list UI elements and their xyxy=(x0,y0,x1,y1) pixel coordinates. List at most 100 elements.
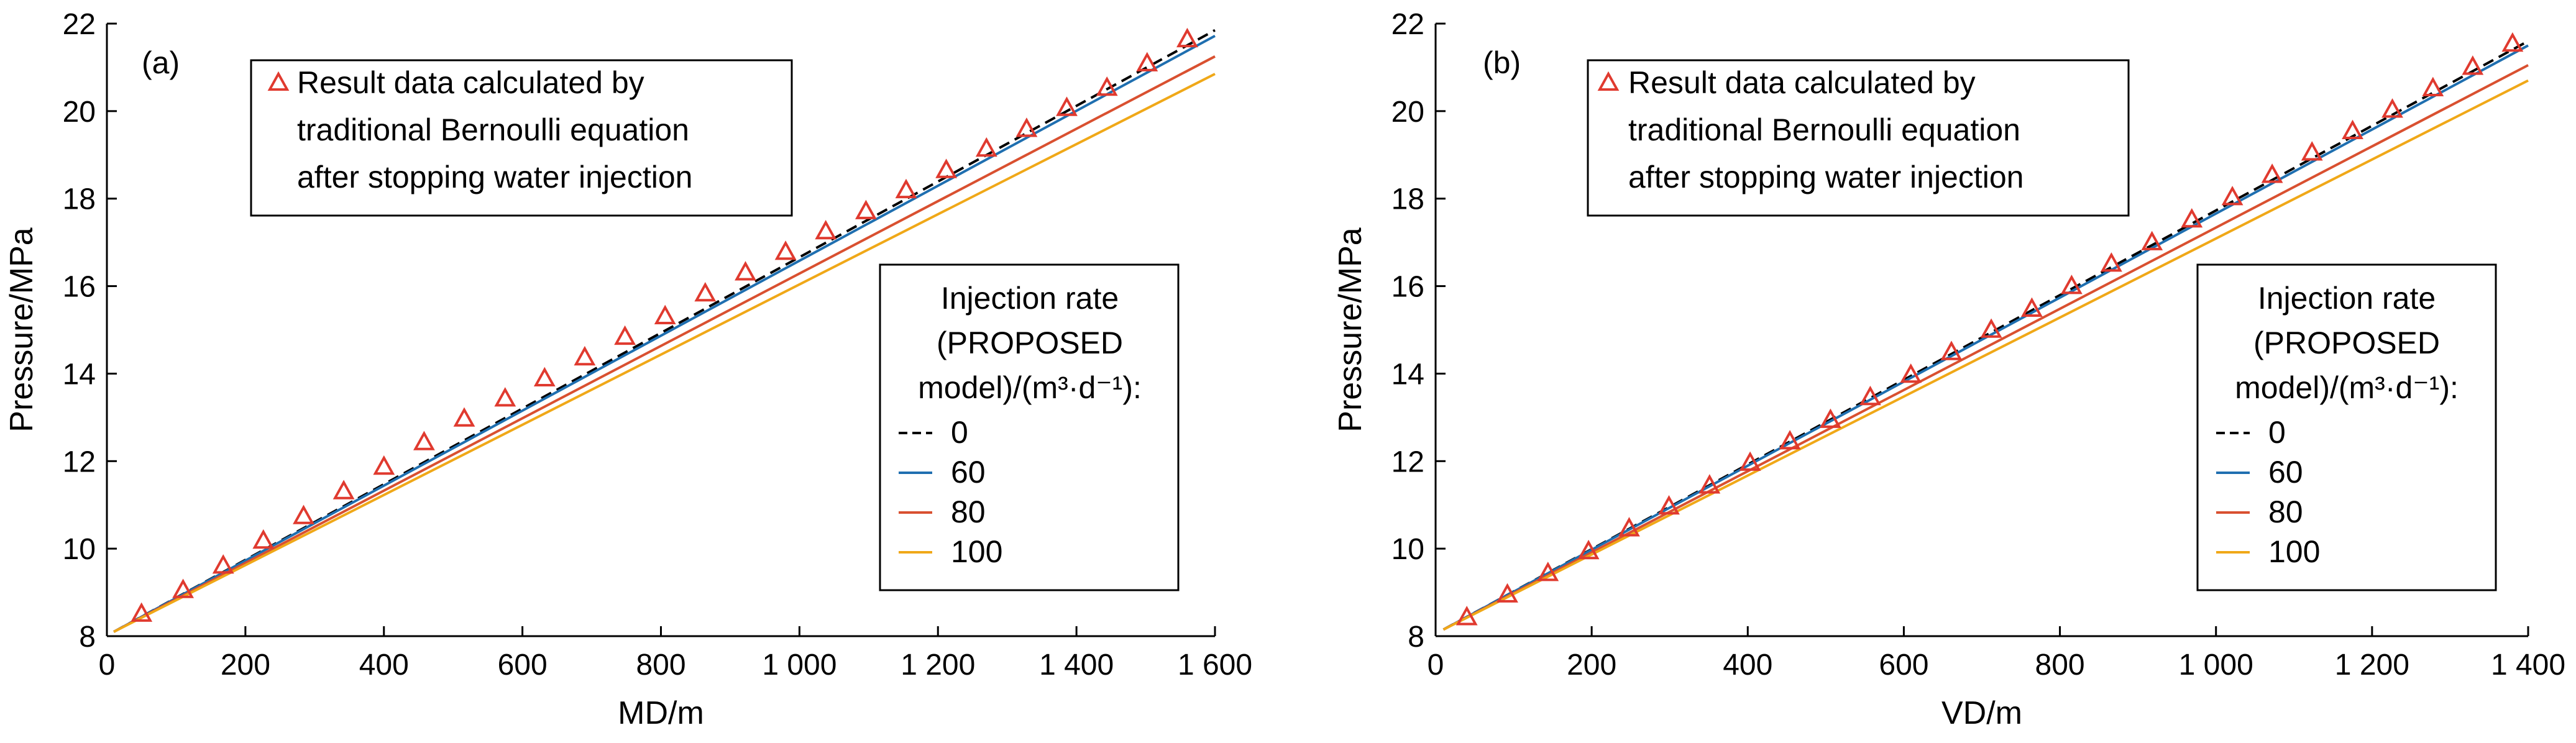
x-tick-label: 400 xyxy=(1723,649,1772,681)
data-marker xyxy=(2101,252,2122,272)
data-marker xyxy=(1497,583,1518,603)
x-tick-label: 0 xyxy=(99,649,116,681)
data-marker xyxy=(574,345,596,366)
data-marker xyxy=(2061,275,2083,294)
x-tick-label: 800 xyxy=(636,649,685,681)
series-legend-label: 60 xyxy=(951,455,986,490)
series-legend-title: Injection rate xyxy=(2258,281,2436,316)
series-legend-title: model)/(m³·d⁻¹): xyxy=(918,370,1142,405)
marker-legend-text: after stopping water injection xyxy=(297,160,692,194)
data-marker xyxy=(855,199,877,219)
x-tick-label: 600 xyxy=(1879,649,1928,681)
data-marker xyxy=(1455,606,1478,626)
data-marker xyxy=(172,578,194,598)
data-marker xyxy=(1820,408,1841,428)
series-legend-label: 80 xyxy=(951,495,986,529)
data-marker xyxy=(815,219,837,240)
x-tick-label: 1 200 xyxy=(901,649,975,681)
data-marker xyxy=(332,480,355,499)
data-marker xyxy=(654,304,676,324)
x-tick-label: 1 400 xyxy=(1039,649,1114,681)
y-tick-label: 14 xyxy=(1391,358,1424,391)
panel-label: (a) xyxy=(142,45,180,80)
data-marker xyxy=(494,387,516,407)
y-tick-label: 20 xyxy=(1391,96,1424,129)
series-legend-title: model)/(m³·d⁻¹): xyxy=(2235,370,2459,405)
y-tick-label: 12 xyxy=(63,445,96,478)
y-tick-label: 8 xyxy=(1408,621,1424,654)
data-marker xyxy=(895,178,917,199)
marker-legend-symbol xyxy=(1597,71,1620,91)
x-tick-label: 800 xyxy=(2035,649,2085,681)
data-marker xyxy=(533,367,556,386)
y-tick-label: 22 xyxy=(1391,8,1424,41)
series-legend-label: 100 xyxy=(2268,534,2320,569)
data-marker xyxy=(935,158,957,178)
series-legend-label: 100 xyxy=(951,534,1002,569)
data-marker xyxy=(1698,474,1721,494)
y-tick-label: 10 xyxy=(1391,533,1424,566)
data-marker xyxy=(2021,297,2043,317)
data-marker xyxy=(373,455,395,475)
data-marker xyxy=(1658,495,1680,515)
x-tick-label: 1 000 xyxy=(2179,649,2253,681)
chart-panel-a: 0 200 400 600 800 1 000 1 200 1 400 1 6008101214… xyxy=(4,8,1252,731)
data-marker xyxy=(293,504,314,524)
marker-legend-box xyxy=(250,59,793,217)
series-legend-label: 60 xyxy=(2268,455,2303,490)
x-tick-label: 1 600 xyxy=(1178,649,1252,681)
data-marker xyxy=(1900,363,1922,383)
series-legend-title: (PROPOSED xyxy=(937,326,1123,360)
y-tick-label: 12 xyxy=(1391,445,1424,478)
y-tick-label: 18 xyxy=(63,183,96,216)
data-marker xyxy=(2221,186,2244,206)
data-marker xyxy=(2141,230,2163,250)
data-marker xyxy=(2301,141,2323,161)
series-legend-title: (PROPOSED xyxy=(2253,326,2440,360)
marker-legend-symbol xyxy=(267,71,290,91)
x-axis-label: MD/m xyxy=(618,695,704,731)
series-legend-box xyxy=(2196,263,2497,591)
data-marker xyxy=(975,137,997,157)
data-marker xyxy=(1779,430,1801,450)
data-marker xyxy=(694,281,717,302)
y-tick-label: 16 xyxy=(1391,271,1424,304)
y-axis-label: Pressure/MPa xyxy=(4,227,40,432)
data-marker xyxy=(413,431,435,450)
y-tick-label: 18 xyxy=(1391,183,1424,216)
marker-legend-text: Result data calculated by xyxy=(297,65,644,100)
series-legend-title: Injection rate xyxy=(941,281,1119,316)
data-marker xyxy=(2342,119,2363,139)
marker-legend-box xyxy=(1587,59,2130,217)
data-marker xyxy=(1940,340,1963,360)
series-legend-label: 0 xyxy=(951,415,968,450)
y-tick-label: 20 xyxy=(63,96,96,129)
y-tick-label: 10 xyxy=(63,533,96,566)
x-tick-label: 200 xyxy=(1567,649,1616,681)
data-marker xyxy=(2501,32,2524,52)
series-legend-label: 0 xyxy=(2268,415,2286,450)
y-axis-label: Pressure/MPa xyxy=(1332,227,1368,432)
x-tick-label: 200 xyxy=(221,649,270,681)
y-tick-label: 16 xyxy=(63,271,96,304)
data-marker xyxy=(1136,52,1158,71)
marker-legend-text: after stopping water injection xyxy=(1628,160,2024,194)
series-line-100 xyxy=(113,73,1216,633)
data-marker xyxy=(774,240,797,260)
x-tick-label: 400 xyxy=(359,649,409,681)
series-line-100 xyxy=(1442,79,2529,631)
data-marker xyxy=(2381,98,2403,118)
data-marker xyxy=(2422,76,2444,96)
data-marker xyxy=(131,602,153,622)
data-marker xyxy=(2181,207,2203,228)
data-marker xyxy=(2462,55,2484,75)
data-marker xyxy=(1739,451,1761,471)
data-marker xyxy=(1577,539,1600,560)
series-line-80 xyxy=(113,55,1216,633)
chart-panel-b: 0 200 400 600 800 1 000 1 200 1 400810121416182… xyxy=(1332,8,2565,731)
marker-legend-text: Result data calculated by xyxy=(1628,65,1976,100)
x-tick-label: 600 xyxy=(498,649,548,681)
data-marker xyxy=(1537,562,1559,581)
data-marker xyxy=(735,261,756,281)
